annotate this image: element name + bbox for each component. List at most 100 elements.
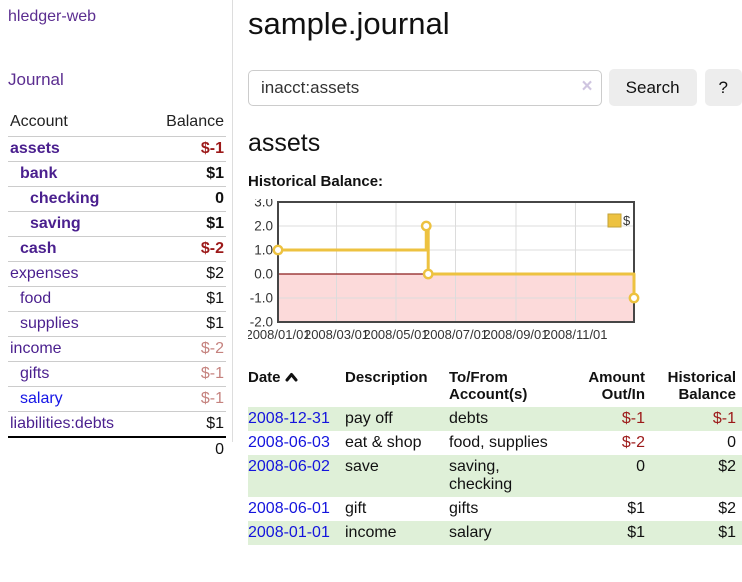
account-link[interactable]: liabilities:debts — [10, 415, 115, 432]
x-axis-tick-label: 2008/03/01 — [304, 327, 369, 342]
transaction-amount: $-1 — [567, 407, 651, 431]
date-column-header[interactable]: Date — [248, 367, 345, 407]
account-balance: 0 — [146, 186, 226, 212]
account-row: liabilities:debts $1 — [8, 411, 226, 437]
account-balance: $-2 — [146, 336, 226, 362]
table-row: 2008-01-01 income salary $1 $1 — [248, 521, 742, 545]
account-link[interactable]: food — [20, 290, 52, 307]
transaction-balance: $2 — [651, 455, 742, 497]
amount-column-header: Amount Out/In — [588, 369, 645, 403]
account-balance: $2 — [146, 261, 226, 287]
description-column-header: Description — [345, 369, 428, 386]
transaction-balance: $-1 — [651, 407, 742, 431]
transaction-accounts: salary — [449, 521, 567, 545]
plot-border — [277, 201, 635, 323]
y-axis-tick-label: 3.0 — [254, 199, 273, 210]
transaction-accounts: debts — [449, 407, 567, 431]
account-link[interactable]: supplies — [20, 315, 79, 332]
account-row: income $-2 — [8, 336, 226, 362]
data-point-marker — [420, 220, 432, 232]
account-balance: $-1 — [146, 136, 226, 162]
search-button[interactable]: Search — [608, 69, 697, 106]
x-axis-tick-label: 2008/05/01 — [363, 327, 428, 342]
table-row: 2008-06-01 gift gifts $1 $2 — [248, 497, 742, 521]
account-link[interactable]: assets — [10, 140, 60, 157]
account-link[interactable]: salary — [20, 390, 63, 407]
y-axis-tick-label: 1.0 — [254, 243, 273, 258]
transaction-amount: $-2 — [621, 434, 645, 451]
transaction-balance: $2 — [718, 500, 736, 517]
account-row: gifts $-1 — [8, 361, 226, 387]
search-box: × — [248, 69, 602, 106]
chart-title: Historical Balance: — [248, 173, 384, 190]
transaction-description: pay off — [345, 407, 449, 431]
account-link[interactable]: saving — [30, 215, 81, 232]
y-axis-tick-label: 0.0 — [254, 267, 273, 282]
legend-swatch — [607, 213, 622, 228]
legend-label: $ — [623, 213, 631, 228]
main-content: sample.journal × Search ? assets Histori… — [245, 0, 742, 545]
accounts-total-value: 0 — [146, 436, 226, 462]
account-link[interactable]: expenses — [10, 265, 79, 282]
account-link[interactable]: gifts — [20, 365, 50, 382]
search-form: × Search ? — [248, 69, 742, 106]
account-balance: $1 — [146, 211, 226, 237]
sidebar: hledger-web Journal Account Balance asse… — [0, 0, 233, 462]
accounts-total-row: 0 — [8, 436, 226, 462]
page-title: sample.journal — [248, 6, 450, 41]
account-row: expenses $2 — [8, 261, 226, 287]
balance-column-header: Historical Balance — [667, 369, 736, 403]
account-link[interactable]: income — [10, 340, 62, 357]
sidebar-item-journal[interactable]: Journal — [8, 70, 64, 89]
table-row: 2008-12-31 pay off debts $-1 $-1 — [248, 407, 742, 431]
transaction-date-link[interactable]: 2008-06-02 — [248, 458, 330, 475]
transaction-date-link[interactable]: 2008-12-31 — [248, 410, 330, 427]
transactions-header-row: Date Description To/From Account(s) Amou… — [248, 367, 742, 407]
x-axis-tick-label: 2008/01/01 — [248, 327, 311, 342]
transaction-description: income — [345, 521, 449, 545]
account-link[interactable]: cash — [20, 240, 57, 257]
y-axis-tick-label: -1.0 — [250, 291, 273, 306]
transaction-date-link[interactable]: 2008-06-03 — [248, 434, 330, 451]
app-brand-link[interactable]: hledger-web — [8, 8, 97, 25]
transaction-date-link[interactable]: 2008-01-01 — [248, 524, 330, 541]
data-point-marker — [272, 244, 284, 256]
account-link[interactable]: bank — [20, 165, 58, 182]
transaction-balance: 0 — [727, 434, 736, 451]
table-row: 2008-06-03 eat & shop food, supplies $-2 0 — [248, 431, 742, 455]
transaction-accounts: gifts — [449, 500, 479, 517]
x-axis-tick-label: 2008/11/01 — [543, 327, 607, 342]
spacer — [8, 436, 147, 462]
table-row: 2008-06-02 save saving, checking 0 $2 — [248, 455, 742, 497]
y-axis-tick-label: 2.0 — [254, 219, 273, 234]
help-button[interactable]: ? — [704, 69, 742, 106]
x-axis-tick-label: 2008/09/01 — [483, 327, 548, 342]
transaction-description: gift — [345, 500, 367, 517]
clear-search-icon[interactable]: × — [581, 75, 593, 97]
search-input[interactable] — [248, 69, 602, 106]
account-row: food $1 — [8, 286, 226, 312]
account-balance: $-2 — [146, 236, 226, 262]
data-point-marker — [628, 292, 640, 304]
account-link[interactable]: checking — [30, 190, 100, 207]
account-row: salary $-1 — [8, 386, 226, 412]
chart-svg: $3.0 2.0 1.0 0.0 -1.0 -2.02008/01/012008/03/0… — [245, 195, 640, 342]
account-row: supplies $1 — [8, 311, 226, 337]
sort-ascending-icon — [285, 369, 298, 386]
account-balance: $1 — [146, 411, 226, 437]
account-row: saving $1 — [8, 211, 226, 237]
transaction-accounts: food, supplies — [449, 434, 548, 451]
account-row: cash $-2 — [8, 236, 226, 262]
accounts-column-header: Account — [10, 113, 68, 130]
transaction-amount: 0 — [567, 455, 651, 497]
account-row: assets $-1 — [8, 136, 226, 162]
transaction-amount: $1 — [567, 521, 651, 545]
account-balance: $1 — [146, 286, 226, 312]
transactions-table: Date Description To/From Account(s) Amou… — [248, 367, 742, 545]
accounts-table-header-row: Account Balance — [8, 110, 226, 137]
transaction-balance: $1 — [651, 521, 742, 545]
account-heading: assets — [248, 129, 321, 157]
transaction-date-link[interactable]: 2008-06-01 — [248, 500, 330, 517]
transaction-accounts: saving, checking — [449, 455, 567, 497]
account-balance: $1 — [146, 161, 226, 187]
